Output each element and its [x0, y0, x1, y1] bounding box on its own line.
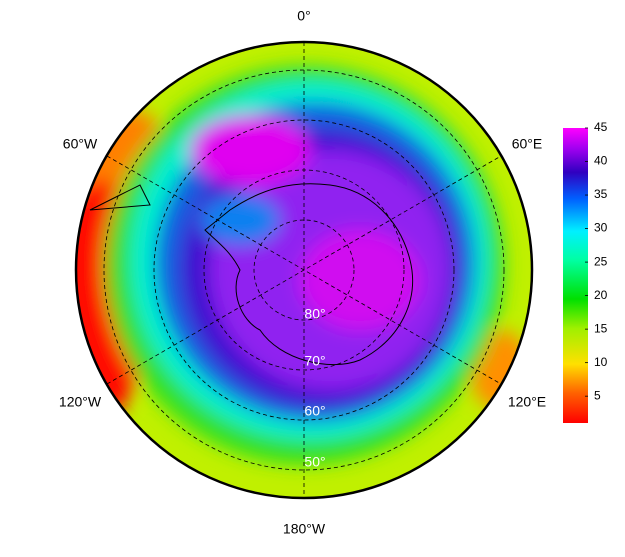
- colorbar: [563, 128, 588, 423]
- colorbar-tick-label: 45: [594, 120, 608, 134]
- lat-label: 80°: [304, 306, 325, 322]
- colorbar-tick-label: 40: [594, 154, 608, 168]
- lon-label: 0°: [297, 8, 310, 24]
- graticule: [103, 42, 505, 498]
- lon-label: 60°E: [512, 136, 543, 152]
- colorbar-tick-label: 35: [594, 187, 608, 201]
- colorbar-tick-label: 5: [594, 388, 601, 402]
- lat-label: 50°: [304, 454, 325, 470]
- lat-label: 70°: [304, 353, 325, 369]
- lon-label: 120°W: [59, 394, 102, 410]
- lon-label: 60°W: [63, 136, 98, 152]
- colorbar-tick-label: 20: [594, 288, 608, 302]
- lon-label: 120°E: [508, 394, 546, 410]
- colorbar-tick-label: 15: [594, 321, 608, 335]
- lon-label: 180°W: [283, 521, 326, 537]
- lat-label: 60°: [304, 403, 325, 419]
- colorbar-tick-label: 10: [594, 355, 608, 369]
- colorbar-tick-label: 25: [594, 254, 608, 268]
- map-border: [74, 40, 534, 500]
- field: [76, 42, 532, 498]
- colorbar-tick-label: 30: [594, 221, 608, 235]
